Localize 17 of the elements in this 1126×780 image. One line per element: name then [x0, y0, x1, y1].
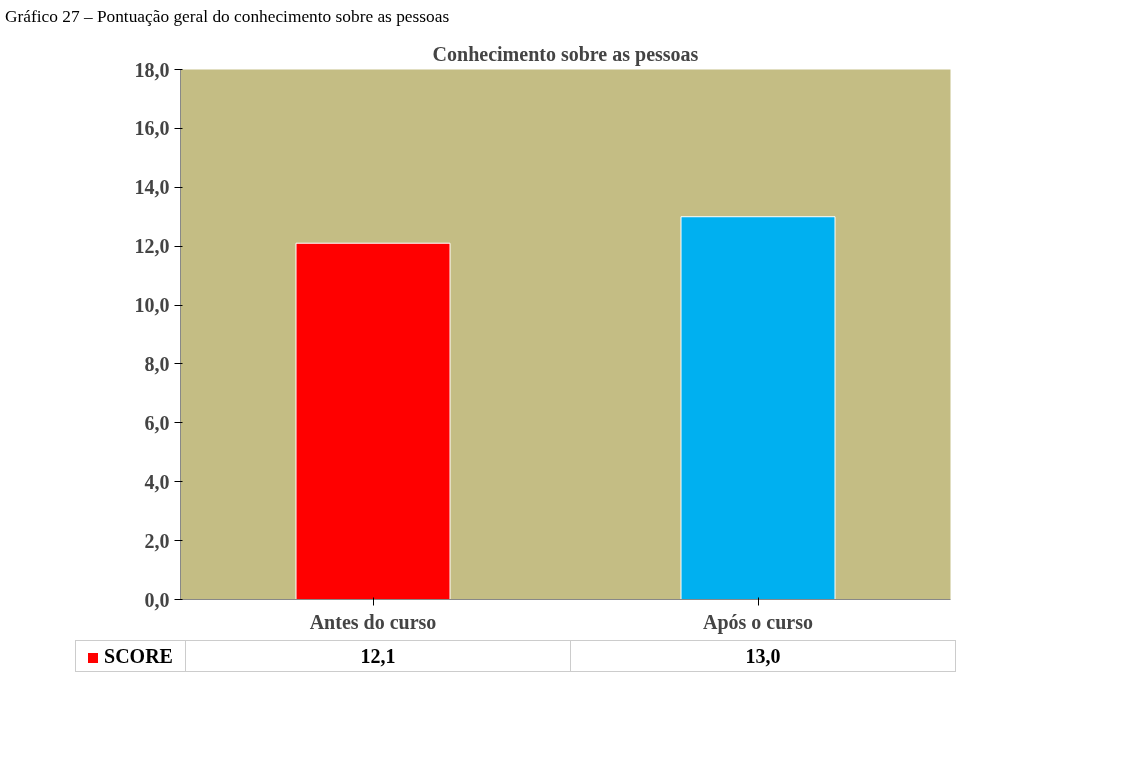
legend-label: SCORE: [75, 640, 186, 672]
y-tick-label: 0,0: [144, 588, 170, 611]
y-tick-label: 2,0: [144, 529, 170, 552]
y-tick-label: 6,0: [144, 411, 170, 434]
y-tick-label: 8,0: [144, 352, 170, 375]
y-tick-label: 16,0: [134, 117, 170, 140]
x-tick-label: Antes do curso: [309, 610, 437, 633]
chart-title: Conhecimento sobre as pessoas: [432, 42, 699, 66]
y-tick-label: 10,0: [134, 293, 170, 316]
text: Gráfico 27 – Pontuação geral do conhecimento sobre as pessoas: [5, 6, 450, 28]
y-tick-label: 4,0: [144, 470, 170, 493]
y-tick-label: 12,0: [134, 234, 170, 257]
data-label: 13,0: [570, 640, 956, 672]
data-label: 12,1: [185, 640, 571, 672]
x-tick-label: Após o curso: [703, 610, 814, 634]
y-tick-label: 18,0: [134, 58, 170, 81]
y-tick-label: 14,0: [134, 176, 170, 199]
